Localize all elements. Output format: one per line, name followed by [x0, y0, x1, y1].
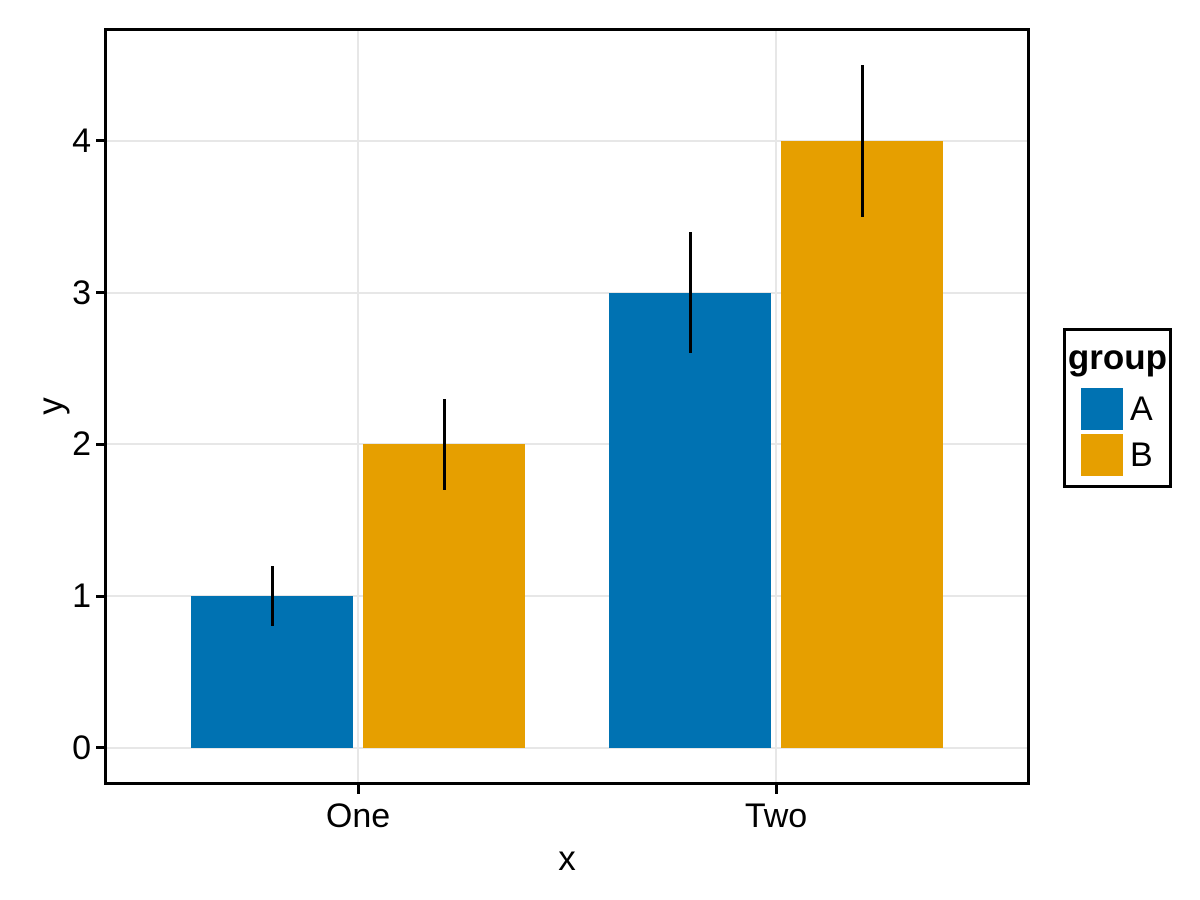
legend-item-a: A — [1081, 388, 1169, 430]
y-tick-mark-1 — [96, 594, 105, 598]
x-tick-mark-two — [774, 785, 778, 794]
gridline-x-one — [357, 31, 359, 782]
bar-two-b — [781, 140, 943, 748]
gridline-x-two — [775, 31, 777, 782]
x-tick-label-two: Two — [744, 797, 808, 835]
bar-two-a — [609, 292, 771, 748]
y-tick-label-0: 0 — [72, 728, 91, 767]
x-tick-label-one: One — [325, 797, 391, 835]
gridline-y-1 — [107, 595, 1027, 598]
bar-one-b — [363, 444, 525, 748]
gridline-y-0 — [107, 746, 1027, 749]
legend-item-b: B — [1081, 434, 1169, 476]
y-tick-mark-0 — [96, 746, 105, 750]
y-tick-mark-2 — [96, 442, 105, 446]
error-bar-one-a — [270, 565, 274, 627]
legend-swatch-b — [1081, 434, 1123, 476]
y-tick-label-2: 2 — [72, 425, 91, 464]
legend-swatch-a — [1081, 388, 1123, 430]
error-bar-two-b — [860, 65, 864, 217]
legend-label-a: A — [1130, 389, 1153, 428]
legend-title: group — [1067, 338, 1168, 377]
x-tick-mark-one — [356, 785, 360, 794]
x-axis-title: x — [558, 839, 576, 878]
y-axis-title: y — [31, 397, 70, 415]
y-tick-mark-4 — [96, 139, 105, 143]
error-bar-two-a — [688, 232, 692, 354]
gridline-y-2 — [107, 443, 1027, 446]
y-tick-label-1: 1 — [72, 577, 91, 616]
error-bar-one-b — [442, 398, 446, 490]
gridline-y-3 — [107, 291, 1027, 294]
plot-panel — [104, 28, 1030, 785]
legend-label-b: B — [1130, 435, 1153, 474]
y-tick-label-3: 3 — [72, 273, 91, 312]
gridline-y-4 — [107, 139, 1027, 142]
y-tick-label-4: 4 — [72, 121, 91, 160]
y-tick-mark-3 — [96, 291, 105, 295]
